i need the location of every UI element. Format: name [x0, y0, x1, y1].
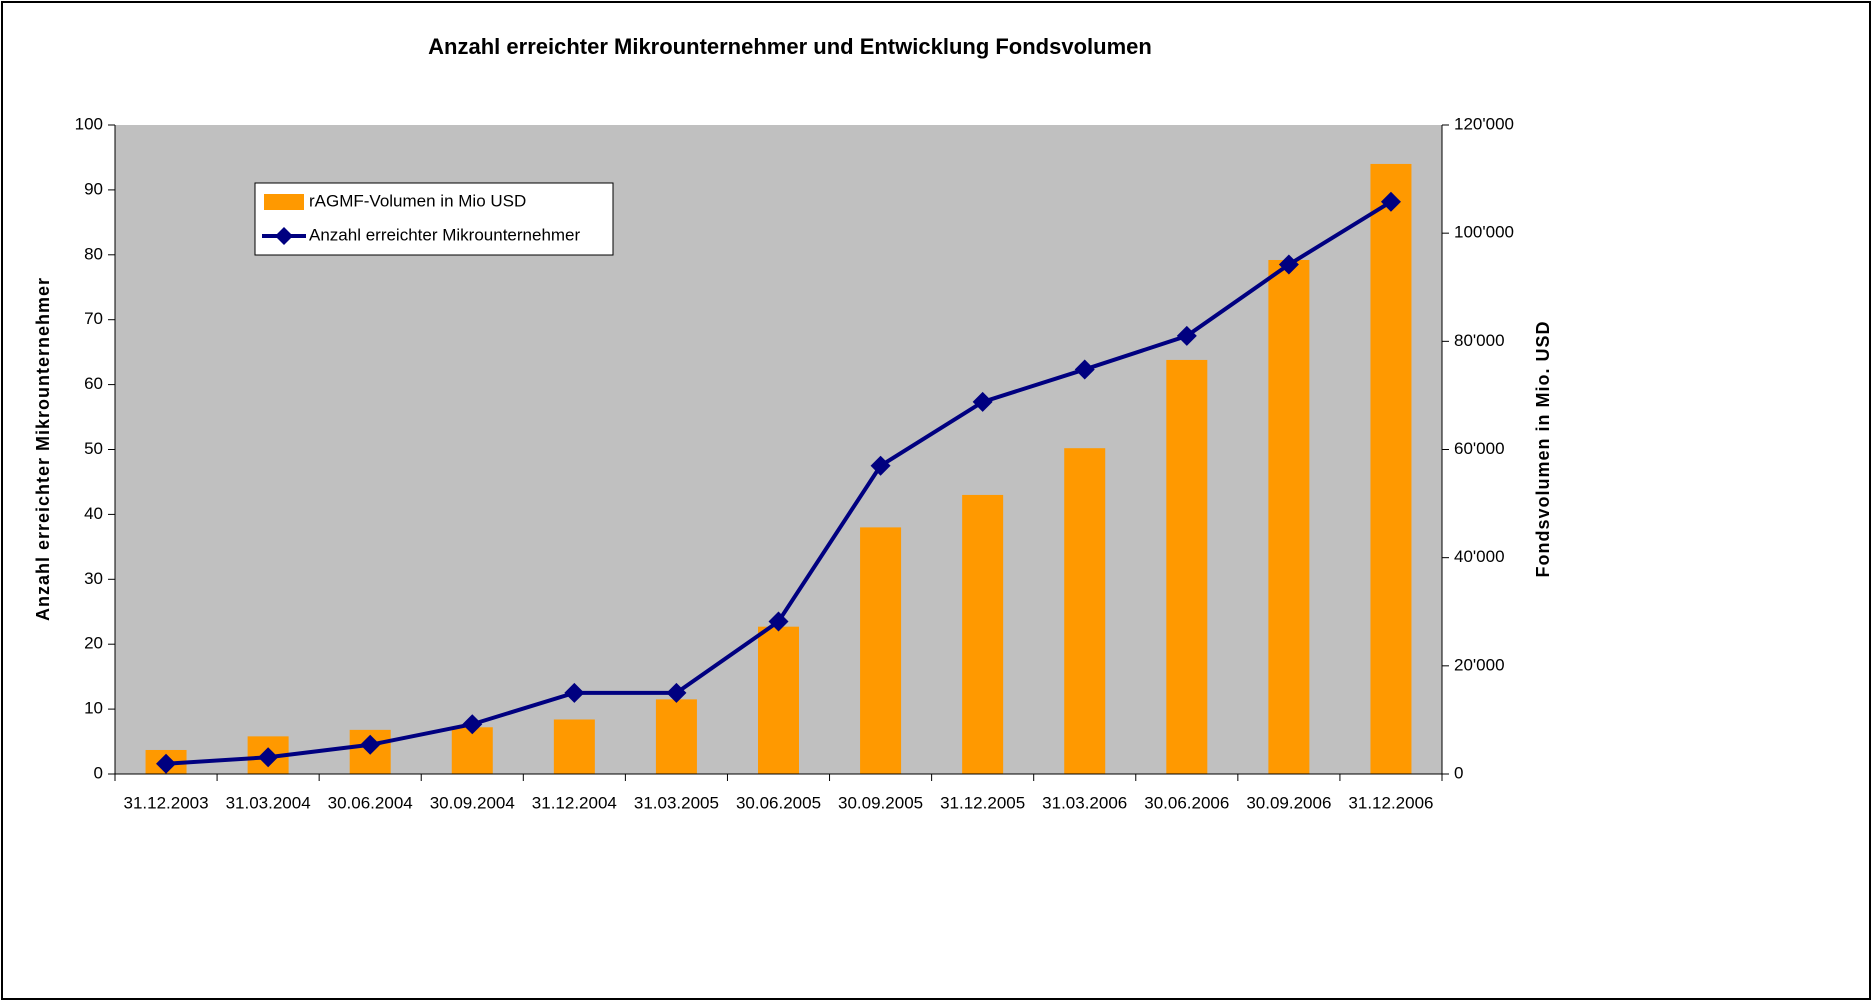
x-tick-label: 30.09.2004 — [430, 793, 515, 812]
legend-swatch — [264, 194, 304, 210]
marker — [1380, 191, 1401, 212]
marker — [564, 682, 585, 703]
y2-tick-label: 20'000 — [1454, 655, 1505, 674]
bar — [758, 626, 799, 774]
y2-tick-label: 40'000 — [1454, 547, 1505, 566]
y-tick-label: 60 — [84, 374, 103, 393]
y-tick-label: 80 — [84, 244, 103, 263]
x-tick-label: 31.12.2003 — [123, 793, 208, 812]
y-tick-label: 50 — [84, 439, 103, 458]
x-tick-label: 30.06.2004 — [328, 793, 413, 812]
bar — [1268, 259, 1310, 774]
marker — [1278, 254, 1299, 275]
y-tick-label: 40 — [84, 504, 103, 523]
y-axis-title: Anzahl erreichter Mikrounternehmer — [33, 277, 53, 621]
marker — [972, 391, 993, 412]
bar — [860, 527, 902, 774]
y2-tick-label: 0 — [1454, 763, 1463, 782]
x-tick-label: 30.06.2006 — [1144, 793, 1229, 812]
legend-box — [254, 182, 614, 256]
y2-tick-label: 80'000 — [1454, 331, 1505, 350]
x-tick-label: 31.03.2004 — [226, 793, 311, 812]
x-tick-label: 30.09.2006 — [1246, 793, 1331, 812]
marker — [870, 455, 891, 476]
marker — [258, 747, 279, 768]
y2-tick-label: 60'000 — [1454, 439, 1505, 458]
y2-tick-label: 120'000 — [1454, 114, 1514, 133]
legend-marker — [275, 227, 293, 245]
bar — [1166, 359, 1208, 774]
bar — [655, 699, 697, 774]
legend-label: rAGMF-Volumen in Mio USD — [309, 191, 526, 210]
y-tick-label: 30 — [84, 569, 103, 588]
marker — [768, 611, 789, 632]
y2-tick-label: 100'000 — [1454, 223, 1514, 242]
marker — [666, 682, 687, 703]
bar — [553, 719, 595, 774]
y-tick-label: 20 — [84, 634, 103, 653]
x-tick-label: 31.12.2006 — [1348, 793, 1433, 812]
x-tick-label: 31.03.2005 — [634, 793, 719, 812]
y2-axis-title: Fondsvolumen in Mio. USD — [1533, 321, 1553, 578]
marker — [1176, 325, 1197, 346]
marker — [360, 734, 381, 755]
y-tick-label: 70 — [84, 309, 103, 328]
y-tick-label: 90 — [84, 179, 103, 198]
chart-title: Anzahl erreichter Mikrounternehmer und E… — [428, 34, 1152, 59]
marker — [156, 753, 177, 774]
legend-label: Anzahl erreichter Mikrounternehmer — [309, 225, 581, 244]
y-tick-label: 10 — [84, 699, 103, 718]
x-tick-label: 30.09.2005 — [838, 793, 923, 812]
x-tick-label: 31.12.2004 — [532, 793, 617, 812]
x-tick-label: 30.06.2005 — [736, 793, 821, 812]
bar — [451, 727, 493, 774]
x-tick-label: 31.03.2006 — [1042, 793, 1127, 812]
bar — [1064, 448, 1106, 774]
x-tick-label: 31.12.2005 — [940, 793, 1025, 812]
bar — [1370, 163, 1412, 774]
marker — [1074, 359, 1095, 380]
y-tick-label: 100 — [75, 114, 103, 133]
marker — [462, 714, 483, 735]
bar — [962, 494, 1004, 774]
y-tick-label: 0 — [94, 763, 103, 782]
